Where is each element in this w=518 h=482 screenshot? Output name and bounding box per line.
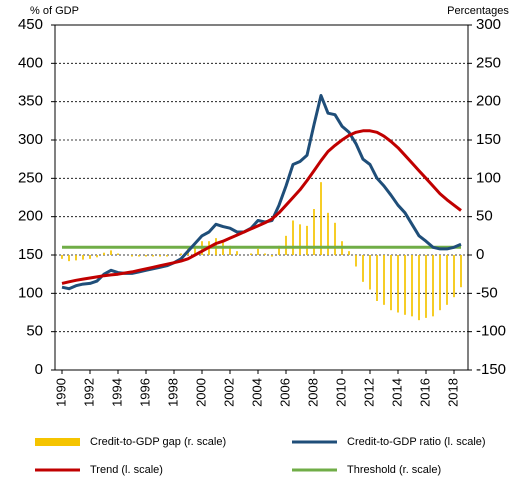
y2-axis-title: Percentages (447, 5, 509, 17)
series-line (61, 94, 462, 291)
gap-bar (460, 255, 462, 288)
y2-tick-label: -100 (476, 323, 506, 340)
x-tick-label: 2014 (389, 378, 404, 407)
y-tick-label: 250 (18, 169, 43, 186)
y2-tick-label: 200 (476, 93, 501, 110)
gap-bar (425, 255, 427, 318)
y-tick-label: 350 (18, 93, 43, 110)
gap-bar (271, 255, 273, 257)
legend-label: Trend (l. scale) (90, 464, 163, 476)
gap-bar (264, 253, 266, 255)
x-tick-label: 2002 (221, 378, 236, 407)
gap-bar (418, 255, 420, 321)
y2-tick-label: 150 (476, 131, 501, 148)
gap-bar (250, 253, 252, 255)
gap-bar (355, 255, 357, 267)
gap-bar (292, 220, 294, 255)
x-tick-label: 1990 (53, 378, 68, 407)
x-tick-label: 2016 (417, 378, 432, 407)
gap-bar (334, 222, 336, 255)
gap-bar (278, 245, 280, 255)
gap-bar (327, 212, 329, 255)
x-tick-label: 2010 (333, 378, 348, 407)
gap-bar (103, 252, 105, 255)
gap-bar (89, 255, 91, 259)
gap-bar (180, 253, 182, 255)
gap-bar (152, 255, 154, 257)
x-tick-label: 1996 (137, 378, 152, 407)
gap-bar (222, 242, 224, 255)
gap-bar (75, 255, 77, 261)
x-tick-label: 2004 (249, 378, 264, 407)
y-tick-label: 450 (18, 16, 43, 33)
gap-bar (390, 255, 392, 311)
x-tick-label: 2000 (193, 378, 208, 407)
y-tick-label: 0 (35, 361, 43, 378)
series-line (61, 129, 462, 285)
y2-tick-label: 100 (476, 169, 501, 186)
legend-label: Credit-to-GDP gap (r. scale) (90, 436, 226, 448)
y-tick-label: 50 (26, 323, 43, 340)
gap-bar (236, 251, 238, 255)
gap-bar (411, 255, 413, 317)
x-tick-label: 2006 (277, 378, 292, 407)
gap-bar (131, 255, 133, 257)
gap-bar (362, 255, 364, 282)
gap-bar (439, 255, 441, 311)
gap-bar (299, 224, 301, 255)
gap-bar (397, 255, 399, 313)
gap-bar (145, 255, 147, 257)
y2-tick-label: 300 (476, 16, 501, 33)
y-tick-label: 300 (18, 131, 43, 148)
gap-bar (383, 255, 385, 305)
legend-label: Threshold (r. scale) (347, 464, 441, 476)
x-tick-label: 2012 (361, 378, 376, 407)
gap-bar (61, 255, 63, 259)
plot-frame (54, 24, 469, 371)
gap-bar (138, 255, 140, 257)
y2-tick-label: 250 (476, 54, 501, 71)
y2-tick-label: -150 (476, 361, 506, 378)
gap-bar (159, 255, 161, 257)
legend-label: Credit-to-GDP ratio (l. scale) (347, 436, 486, 448)
gap-bar (404, 255, 406, 315)
gap-bar (194, 245, 196, 255)
gap-bar (306, 225, 308, 255)
gap-bar (348, 251, 350, 255)
gap-bar (257, 248, 259, 255)
gap-bar (432, 255, 434, 317)
x-tick-label: 1994 (109, 378, 124, 407)
gap-bar (453, 255, 455, 298)
x-tick-label: 1998 (165, 378, 180, 407)
y-tick-label: 100 (18, 284, 43, 301)
gap-bar (446, 255, 448, 305)
y2-tick-label: 50 (476, 208, 493, 225)
gap-bar (110, 250, 112, 255)
x-tick-label: 1992 (81, 378, 96, 407)
y-axis-title: % of GDP (30, 5, 79, 17)
gap-bar (229, 245, 231, 255)
gap-bar (117, 253, 119, 255)
gap-bar (166, 255, 168, 257)
gap-bar (68, 255, 70, 262)
gap-bar (285, 235, 287, 255)
gap-bar (376, 255, 378, 301)
x-tick-label: 2018 (445, 378, 460, 407)
legend-key (35, 438, 80, 446)
gap-bar (82, 255, 84, 260)
y2-tick-label: 0 (476, 246, 484, 263)
y-tick-label: 400 (18, 54, 43, 71)
y2-tick-label: -50 (476, 284, 498, 301)
gap-bar (313, 209, 315, 255)
gap-bar (369, 255, 371, 290)
y-tick-label: 200 (18, 208, 43, 225)
gap-bar (96, 255, 98, 258)
y-tick-label: 150 (18, 246, 43, 263)
x-tick-label: 2008 (305, 378, 320, 407)
gap-bar (320, 182, 322, 255)
